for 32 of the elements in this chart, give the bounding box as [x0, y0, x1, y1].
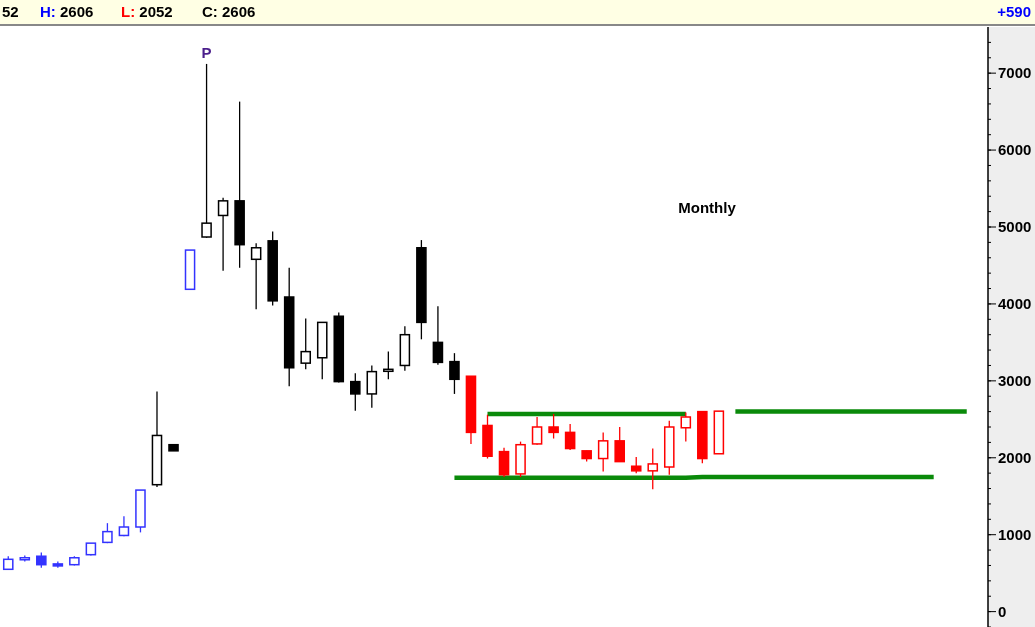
text: 52: [2, 3, 19, 20]
candlestick: [366, 364, 378, 409]
candlestick: [680, 411, 692, 443]
candlestick: [647, 447, 659, 490]
y-tick-label: 4000: [998, 295, 1032, 313]
y-tick-label: 2000: [998, 449, 1032, 467]
candlestick: [383, 350, 394, 380]
candlestick: [449, 352, 460, 395]
candlestick: [597, 431, 609, 473]
candlestick: [548, 413, 559, 440]
candlestick: [531, 416, 543, 446]
annotation: P: [201, 43, 212, 61]
candlestick: [300, 317, 312, 370]
y-tick-label: 6000: [998, 141, 1032, 159]
text: H: 2606: [40, 3, 94, 20]
candlestick: [250, 242, 262, 310]
candlestick: [350, 372, 361, 412]
candlestick: [614, 426, 625, 463]
candlestick: [432, 305, 444, 366]
annotation: Monthly: [678, 199, 737, 216]
y-tick-label: 1000: [998, 525, 1032, 543]
y-tick-label: 5000: [998, 218, 1032, 236]
candlestick: [217, 197, 229, 272]
y-tick-label: 0: [998, 602, 1007, 620]
candlestick: [201, 63, 212, 239]
y-tick-label: 3000: [998, 372, 1032, 390]
candlestick: [498, 447, 510, 478]
text: L: 2052: [121, 3, 173, 20]
y-tick-label: 7000: [998, 64, 1032, 82]
candlestick: [564, 423, 576, 451]
text: C: 2606: [202, 3, 256, 20]
text: +590: [997, 3, 1031, 20]
